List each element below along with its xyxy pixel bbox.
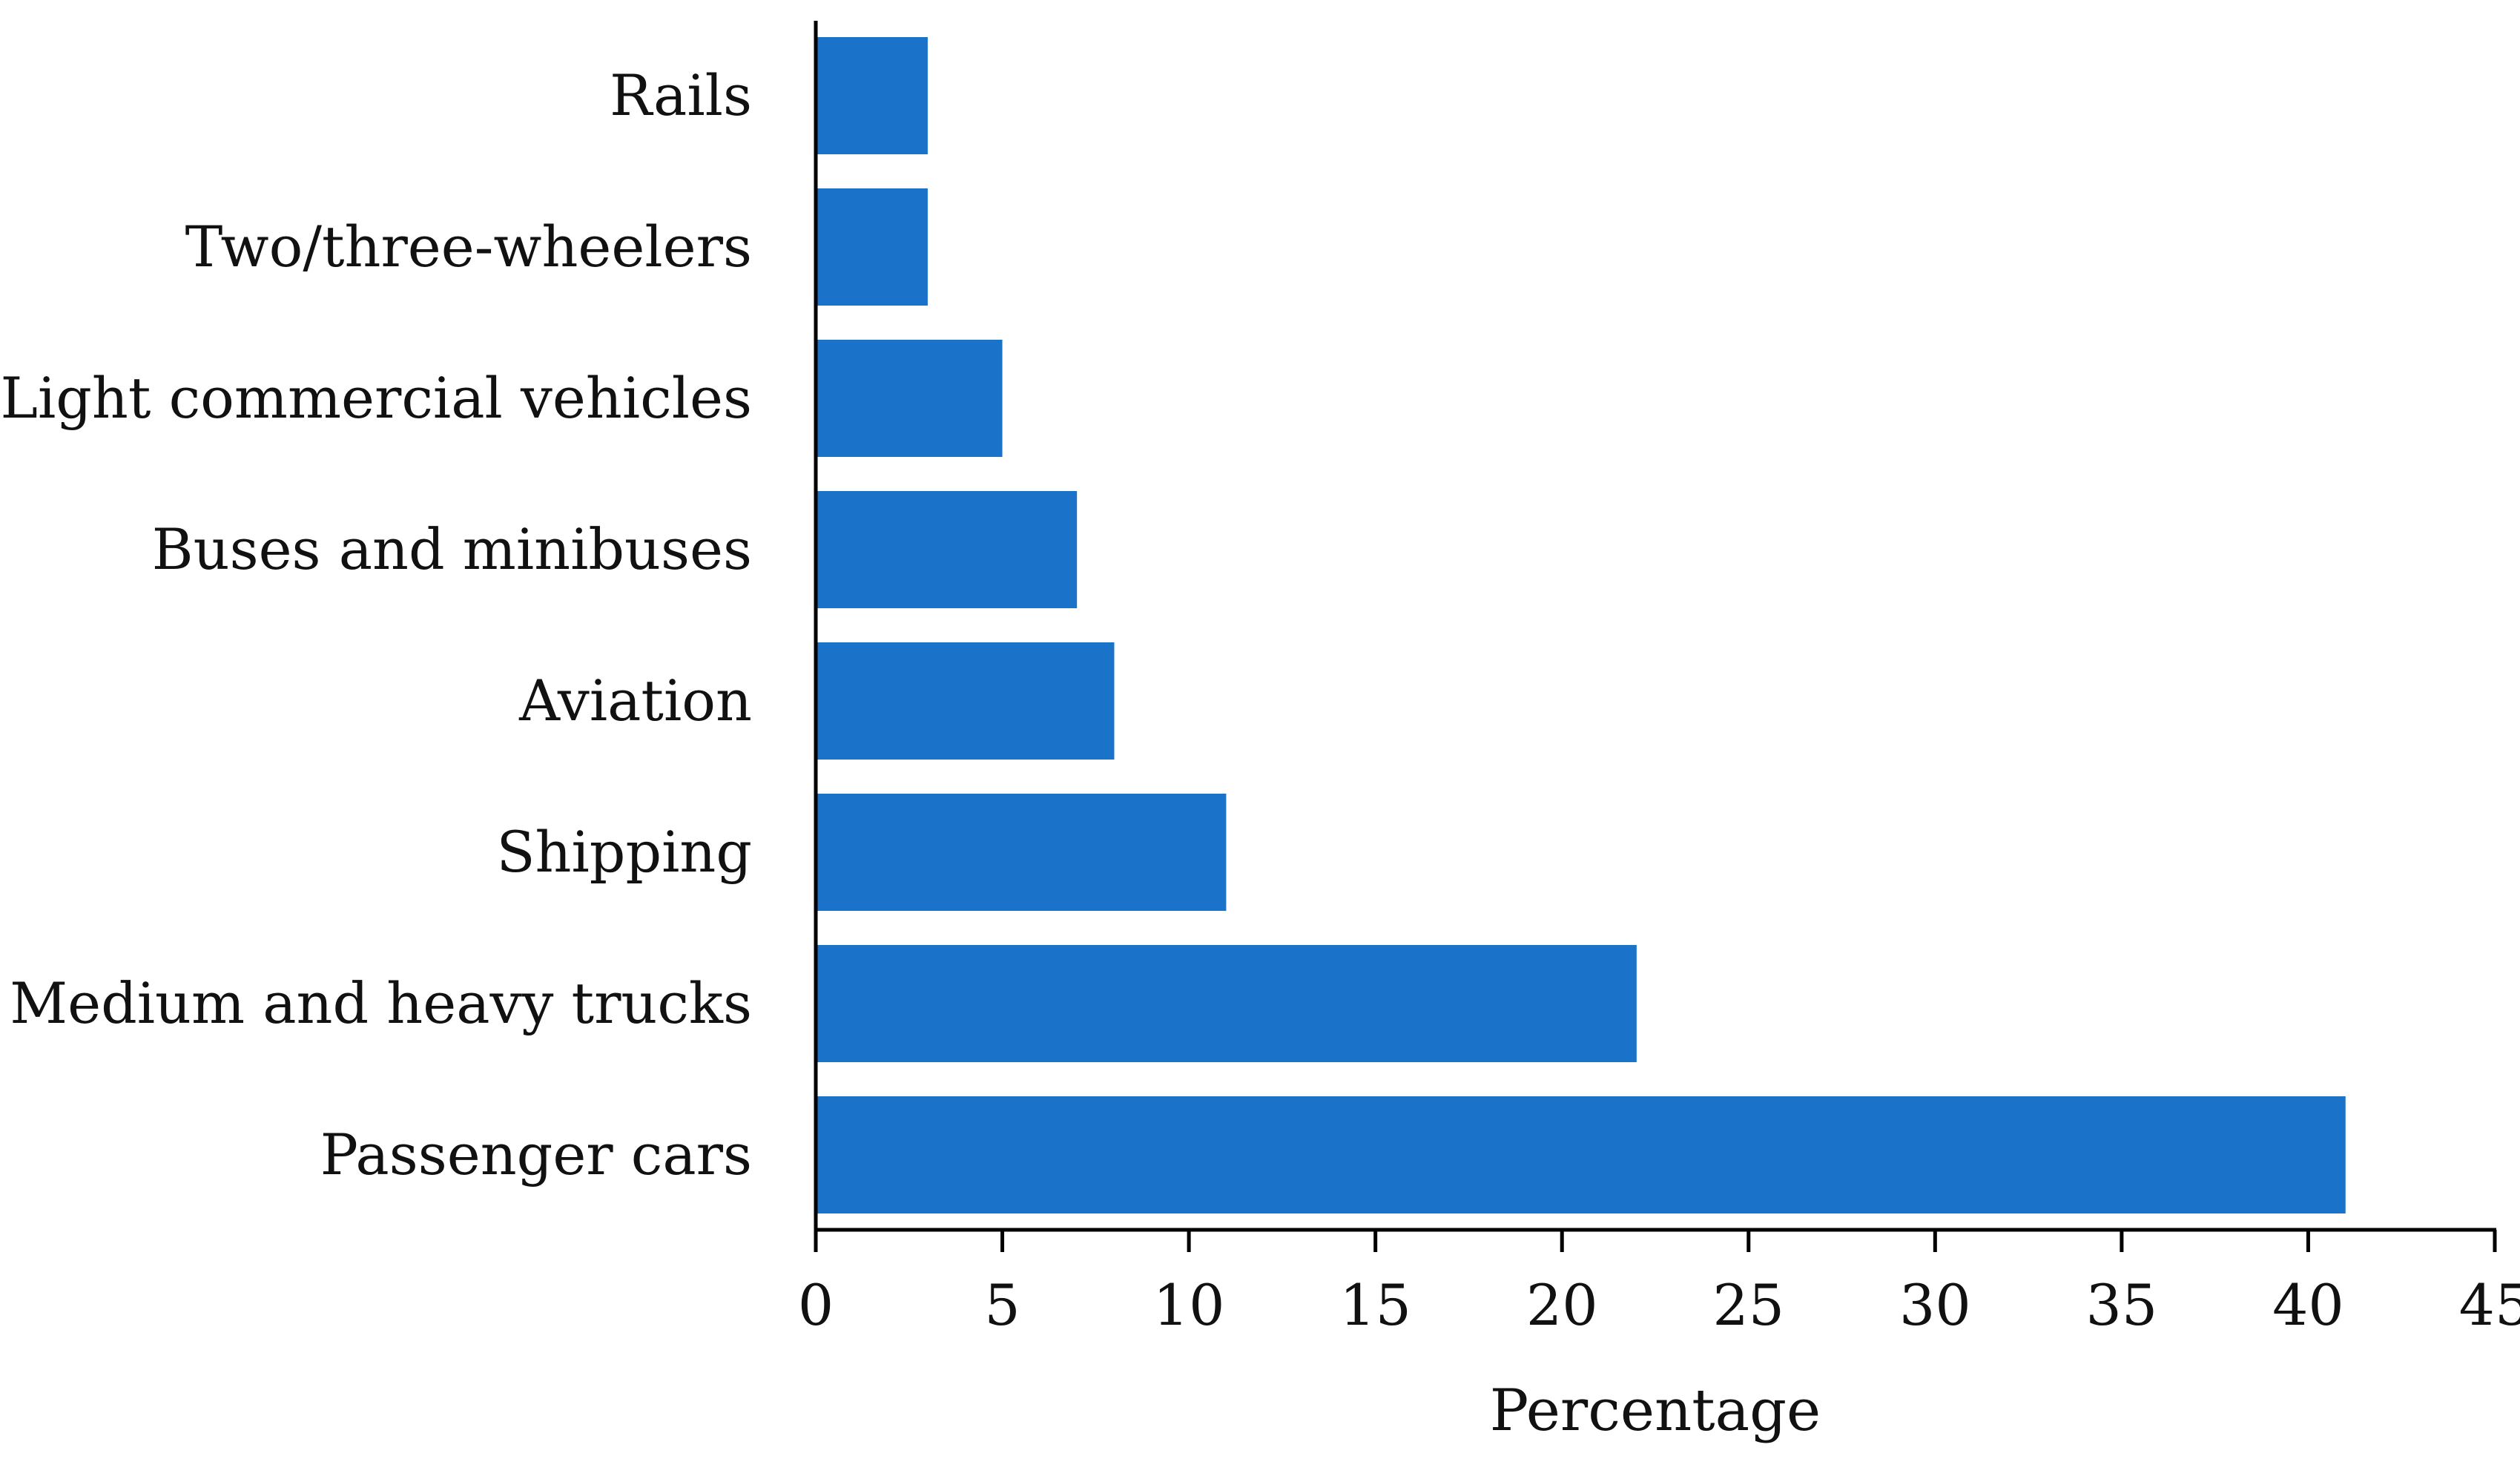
bar-rails <box>816 37 928 154</box>
category-label: Medium and heavy trucks <box>10 970 752 1036</box>
category-label: Buses and minibuses <box>152 516 752 582</box>
bar-passenger-cars <box>816 1096 2346 1213</box>
bar-aviation <box>816 642 1115 760</box>
x-tick-label: 35 <box>2086 1272 2158 1338</box>
category-labels: Rails Two/three-wheelers Light commercial … <box>1 62 753 1188</box>
x-tick-label: 45 <box>2459 1272 2520 1338</box>
x-tick-label: 10 <box>1153 1272 1225 1338</box>
category-label: Aviation <box>518 668 752 734</box>
x-axis-ticks: 0 5 10 15 20 25 30 35 40 45 <box>798 1230 2520 1338</box>
x-tick-label: 25 <box>1712 1272 1784 1338</box>
bars-group <box>816 37 2346 1213</box>
bar-medium-and-heavy-trucks <box>816 945 1637 1062</box>
bar-two-three-wheelers <box>816 188 928 306</box>
x-tick-label: 15 <box>1339 1272 1411 1338</box>
x-tick-label: 30 <box>1899 1272 1971 1338</box>
category-label: Passenger cars <box>320 1122 752 1188</box>
category-label: Rails <box>610 62 752 128</box>
bar-buses-and-minibuses <box>816 491 1078 608</box>
x-tick-label: 40 <box>2272 1272 2344 1338</box>
bar-shipping <box>816 794 1227 911</box>
category-label: Two/three-wheelers <box>185 214 752 280</box>
x-tick-label: 5 <box>984 1272 1020 1338</box>
x-axis-title: Percentage <box>1490 1377 1821 1444</box>
category-label: Shipping <box>496 819 752 885</box>
bar-light-commercial-vehicles <box>816 340 1003 457</box>
x-tick-label: 0 <box>798 1272 834 1338</box>
category-label: Light commercial vehicles <box>1 365 753 431</box>
x-tick-label: 20 <box>1526 1272 1598 1338</box>
